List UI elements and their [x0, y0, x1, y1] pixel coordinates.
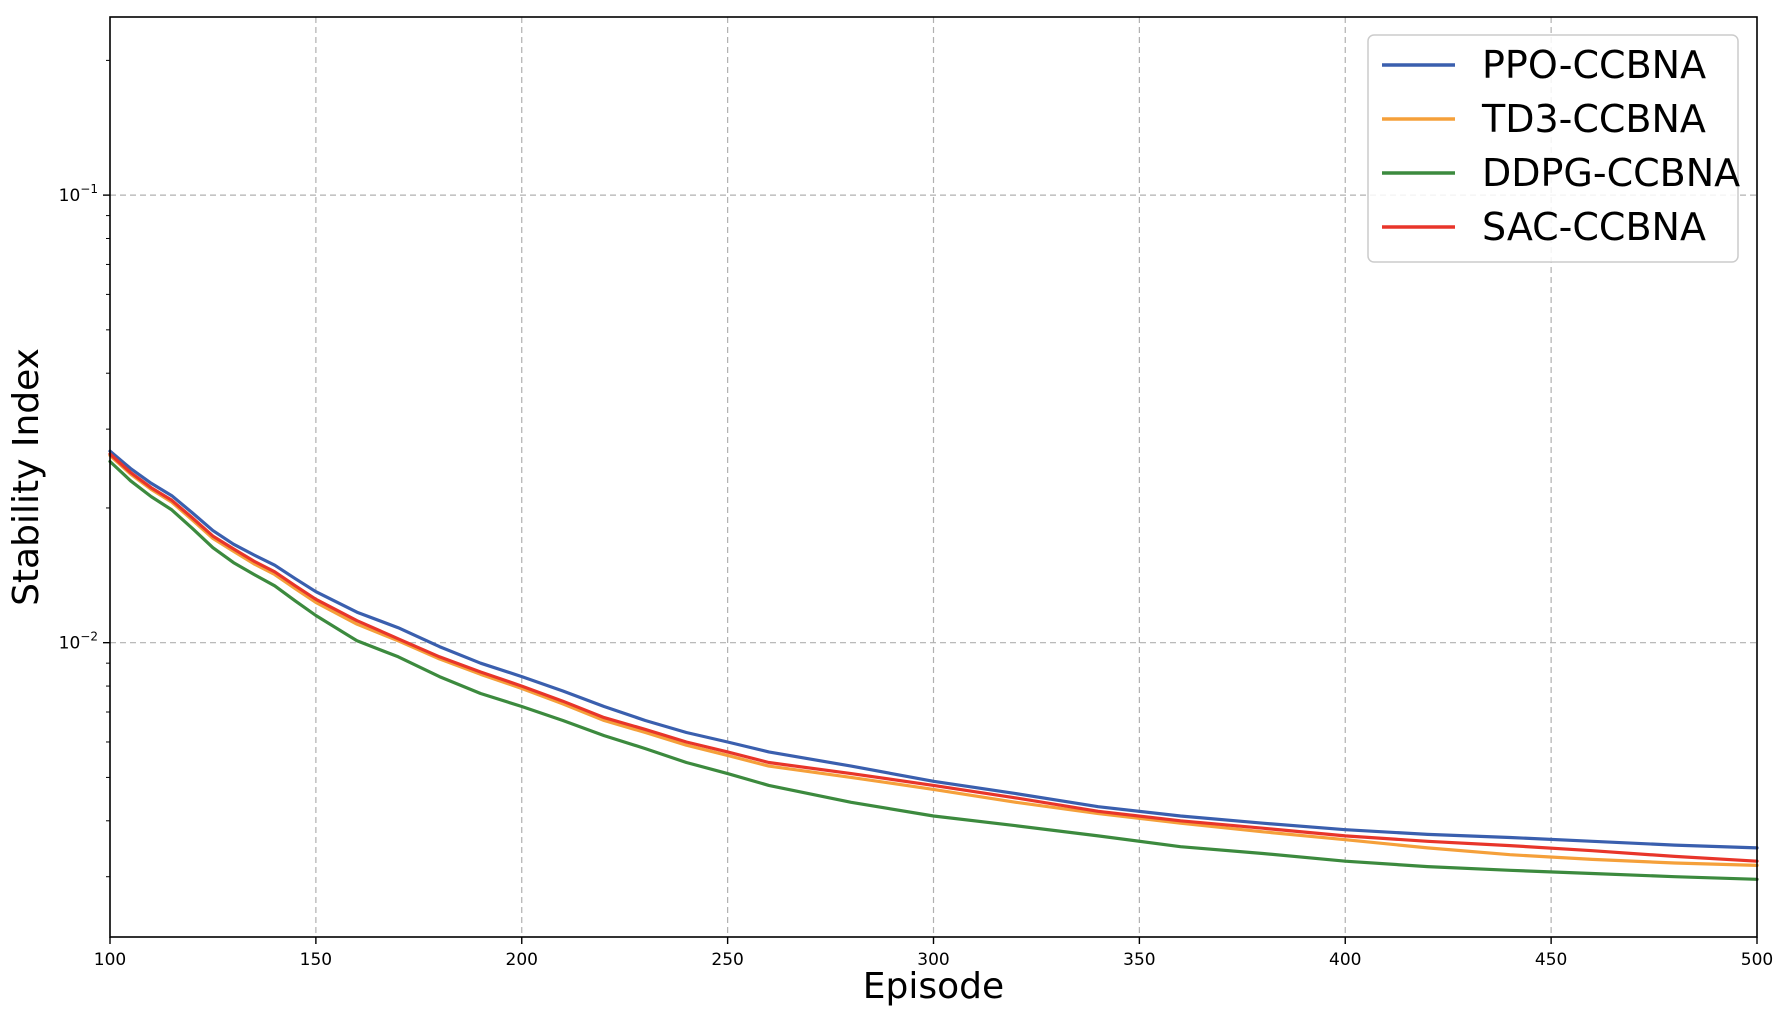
series-line-ddpg-ccbna	[108, 459, 1759, 881]
legend-box	[1367, 34, 1739, 263]
legend-label: DDPG-CCBNA	[1482, 151, 1740, 195]
y-tick-label: 10−2	[59, 630, 98, 654]
y-axis-label: Stability Index	[6, 348, 47, 606]
legend-label: TD3-CCBNA	[1481, 97, 1706, 141]
series-line-sac-ccbna	[108, 452, 1759, 863]
grid	[110, 17, 1757, 937]
ticks: 100 150 200 250 300 350 400 450 500 10−2 10−1	[59, 59, 1773, 970]
x-tick-label: 100	[94, 950, 126, 970]
x-tick-label: 450	[1535, 950, 1567, 970]
x-axis-label: Episode	[863, 966, 1004, 1007]
series-line-ppo-ccbna	[108, 449, 1759, 850]
series-line-td3-ccbna	[108, 453, 1759, 868]
x-tick-label: 250	[711, 950, 743, 970]
legend-label: PPO-CCBNA	[1482, 43, 1706, 87]
legend: PPO-CCBNA TD3-CCBNA DDPG-CCBNA SAC-CCBNA	[1367, 34, 1740, 263]
x-tick-label: 400	[1329, 950, 1361, 970]
series-lines	[108, 449, 1759, 881]
x-tick-label: 200	[506, 950, 538, 970]
x-tick-label: 500	[1741, 950, 1773, 970]
legend-label: SAC-CCBNA	[1482, 205, 1706, 249]
x-tick-label: 150	[300, 950, 332, 970]
x-tick-label: 350	[1123, 950, 1155, 970]
y-tick-label: 10−1	[59, 182, 98, 206]
x-tick-label: 300	[917, 950, 949, 970]
